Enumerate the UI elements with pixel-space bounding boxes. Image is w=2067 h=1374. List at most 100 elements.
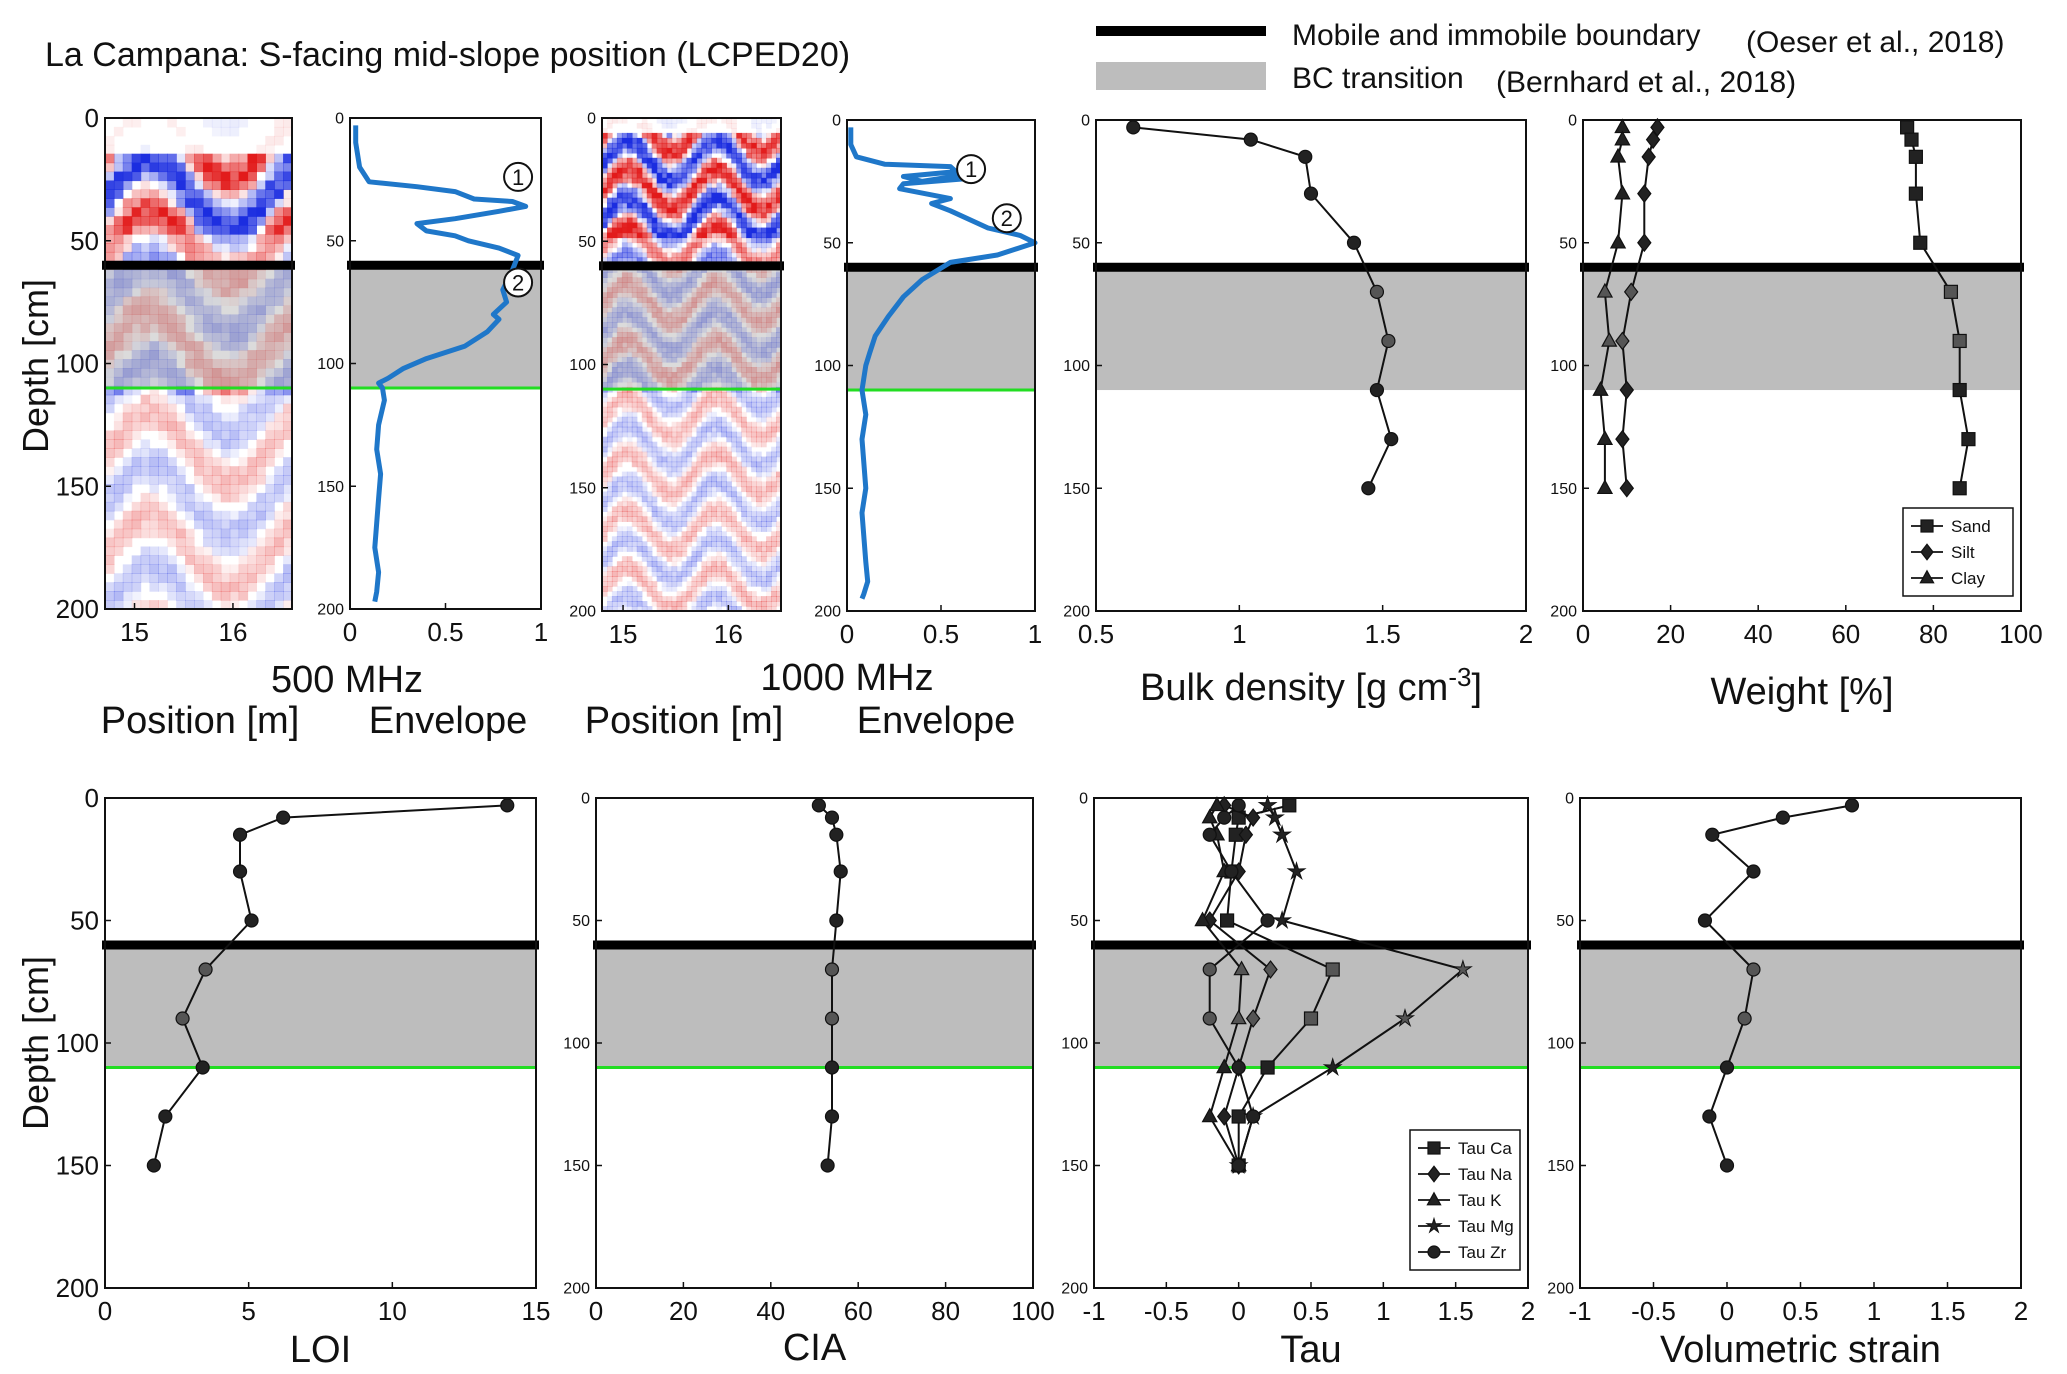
radar-pixel [716, 431, 722, 438]
radar-pixel [122, 394, 133, 405]
radar-pixel [651, 177, 658, 184]
radar-pixel [611, 546, 618, 552]
radar-pixel [631, 541, 638, 547]
radar-pixel [616, 541, 623, 547]
radar-pixel [761, 247, 767, 254]
radar-pixel [607, 237, 613, 244]
radar-pixel [256, 234, 266, 244]
radar-pixel [607, 426, 613, 433]
radar-pixel [611, 541, 618, 547]
radar-pixel [711, 596, 717, 602]
radar-pixel [140, 466, 151, 476]
radar-pixel [158, 243, 168, 253]
radar-pixel [666, 571, 673, 577]
radar-pixel [706, 486, 712, 493]
radar-pixel [721, 416, 727, 423]
radar-pixel [766, 406, 772, 413]
radar-pixel [681, 232, 688, 239]
radar-pixel [641, 252, 648, 259]
radar-pixel [646, 581, 653, 587]
radar-pixel [185, 600, 195, 610]
radar-pixel [726, 401, 732, 408]
position-label-1000: Position [m] [585, 700, 784, 742]
radar-pixel [741, 401, 747, 408]
radar-pixel [631, 511, 638, 517]
radar-pixel [766, 551, 772, 557]
radar-pixel [602, 242, 608, 249]
radar-pixel [646, 441, 653, 448]
radar-pixel [602, 551, 608, 557]
radar-pixel [751, 591, 757, 597]
radar-pixel [641, 436, 648, 443]
radar-pixel [731, 431, 737, 438]
radar-pixel [746, 172, 752, 179]
radar-pixel [611, 581, 618, 587]
radar-pixel [607, 212, 613, 219]
radar-pixel [696, 177, 703, 184]
radar-pixel [746, 506, 752, 512]
radar-pixel [681, 167, 688, 174]
radar-pixel [776, 202, 782, 209]
radar-pixel [691, 396, 698, 403]
radar-pixel [736, 396, 742, 403]
radar-pixel [607, 456, 613, 463]
radar-pixel [766, 456, 772, 463]
radar-pixel [666, 596, 673, 602]
data-point [1952, 481, 1967, 496]
data-point [1900, 120, 1915, 135]
radar-pixel [756, 421, 762, 428]
radar-pixel [203, 439, 213, 449]
radar-pixel [140, 171, 151, 182]
radar-pixel [607, 123, 613, 129]
radar-pixel [691, 581, 698, 587]
radar-pixel [611, 606, 618, 612]
radar-pixel [756, 546, 762, 552]
radar-pixel [616, 446, 623, 453]
radar-pixel [636, 571, 643, 577]
data-point [820, 1158, 835, 1173]
depth-axis-label-bottom: Depth [cm] [15, 956, 56, 1130]
radar-pixel [636, 227, 643, 234]
radar-pixel [701, 491, 707, 498]
radar-pixel [602, 401, 608, 408]
radar-pixel [621, 476, 628, 483]
radar-pixel [671, 536, 678, 542]
radar-pixel [746, 431, 752, 438]
radar-pixel [105, 600, 115, 610]
radar-pixel [696, 536, 703, 542]
radar-pixel [751, 526, 757, 532]
radar-pixel [691, 177, 698, 184]
radar-pixel [686, 431, 693, 438]
radar-pixel [756, 411, 762, 418]
radar-pixel [651, 556, 658, 562]
radar-pixel [726, 451, 732, 458]
radar-pixel [746, 461, 752, 468]
radar-pixel [746, 501, 752, 507]
radar-pixel [238, 394, 249, 405]
radar-pixel [602, 421, 608, 428]
radar-pixel [766, 137, 772, 144]
radar-pixel [761, 436, 767, 443]
radar-pixel [696, 217, 703, 224]
radar-pixel [611, 202, 618, 209]
radar-pixel [631, 177, 638, 184]
radar-pixel [731, 606, 737, 612]
radar-pixel [611, 257, 618, 263]
radar-pixel [676, 516, 683, 522]
radar-pixel [656, 416, 663, 423]
radar-pixel [113, 528, 124, 539]
radar-pixel [686, 167, 693, 174]
radar-pixel [666, 456, 673, 463]
radar-pixel [751, 172, 757, 179]
radar-pixel [681, 391, 688, 398]
radar-pixel [681, 406, 688, 413]
radar-pixel [706, 441, 712, 448]
radar-pixel [666, 451, 673, 458]
radar-pixel [602, 167, 608, 174]
radar-pixel [696, 516, 703, 522]
x-tick-label: 0 [840, 619, 854, 649]
radar-pixel [671, 192, 678, 199]
radar-pixel [105, 564, 115, 574]
radar-pixel [220, 180, 231, 190]
y-tick-label: 200 [814, 604, 841, 621]
